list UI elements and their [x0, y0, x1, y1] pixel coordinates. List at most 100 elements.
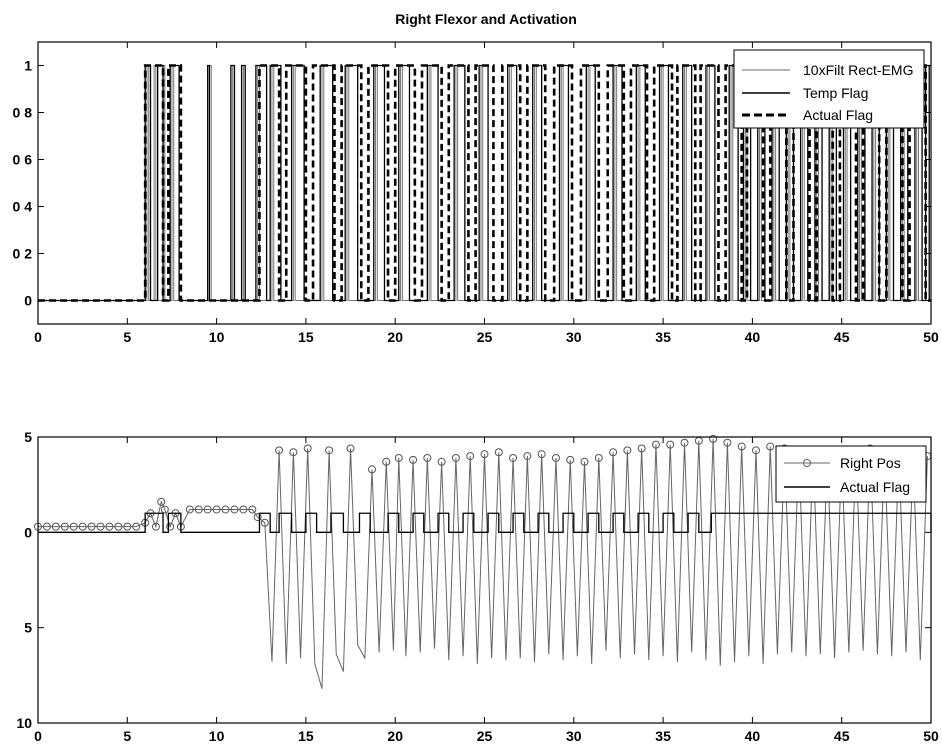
x-tick-label: 50 [923, 728, 939, 744]
series-marker-right-pos [230, 505, 239, 514]
series-marker-right-pos [382, 457, 391, 466]
subplot-top: Right Flexor and Activation 0 0 2 0 4 0 6 0 … [13, 11, 939, 345]
series-marker-right-pos [423, 453, 432, 462]
series-marker-right-pos [87, 522, 96, 531]
series-marker-right-pos [132, 522, 141, 531]
series-marker-right-pos [160, 505, 169, 514]
series-marker-right-pos [123, 522, 132, 531]
x-tick-label: 15 [298, 329, 314, 345]
series-marker-right-pos [325, 446, 334, 455]
series-marker-right-pos [509, 453, 518, 462]
x-tick-label: 25 [477, 728, 493, 744]
x-tick-label: 50 [923, 329, 939, 345]
y-tick-label: 1 [24, 58, 32, 74]
series-marker-right-pos [623, 446, 632, 455]
series-marker-right-pos [105, 522, 114, 531]
series-marker-right-pos [69, 522, 78, 531]
series-marker-right-pos [275, 446, 284, 455]
plot-area-bottom [34, 434, 932, 689]
series-marker-right-pos [566, 455, 575, 464]
legend-label-temp-flag: Temp Flag [803, 85, 868, 101]
series-marker-right-pos [680, 438, 689, 447]
series-marker-right-pos [212, 505, 221, 514]
series-marker-right-pos [723, 438, 732, 447]
y-axis-bottom: 5 0 5 10 [16, 429, 931, 731]
series-marker-right-pos [523, 452, 532, 461]
x-tick-label: 25 [477, 329, 493, 345]
x-axis-top: 0 5 10 15 20 25 30 35 40 45 50 [34, 42, 939, 345]
series-marker-right-pos [766, 442, 775, 451]
series-marker-right-pos [194, 505, 203, 514]
x-tick-label: 5 [123, 728, 131, 744]
x-axis-bottom: 0 5 10 15 20 25 30 35 40 45 50 [34, 437, 939, 744]
series-marker-right-pos [637, 444, 646, 453]
series-marker-right-pos [346, 444, 355, 453]
legend-label-actual-flag-bottom: Actual Flag [840, 479, 910, 495]
series-marker-right-pos [651, 440, 660, 449]
x-tick-label: 15 [298, 728, 314, 744]
legend-label-actual-flag: Actual Flag [803, 107, 873, 123]
y-tick-label: 0 8 [13, 105, 33, 121]
series-marker-right-pos [451, 453, 460, 462]
x-tick-label: 40 [745, 728, 761, 744]
x-tick-label: 20 [387, 728, 403, 744]
series-marker-right-pos [666, 440, 675, 449]
legend-box-top [733, 49, 925, 129]
x-tick-label: 20 [387, 329, 403, 345]
series-marker-right-pos [78, 522, 87, 531]
series-marker-right-pos [157, 497, 166, 506]
x-tick-label: 5 [123, 329, 131, 345]
x-tick-label: 30 [566, 329, 582, 345]
series-marker-right-pos [580, 457, 589, 466]
x-tick-label: 0 [34, 329, 42, 345]
series-marker-right-pos [42, 522, 51, 531]
series-marker-right-pos [114, 522, 123, 531]
y-tick-label: 0 [24, 293, 32, 309]
series-marker-right-pos [221, 505, 230, 514]
series-marker-right-pos [709, 434, 718, 443]
y-tick-label: 0 4 [13, 199, 33, 215]
series-marker-right-pos [466, 452, 475, 461]
y-tick-label: 0 6 [13, 152, 33, 168]
x-tick-label: 40 [745, 329, 761, 345]
series-marker-right-pos [494, 448, 503, 457]
series-marker-right-pos [751, 446, 760, 455]
y-tick-label: 10 [16, 715, 32, 731]
series-marker-right-pos [609, 448, 618, 457]
series-marker-right-pos [151, 522, 160, 531]
x-tick-label: 35 [655, 728, 671, 744]
x-tick-label: 10 [209, 728, 225, 744]
series-marker-right-pos [60, 522, 69, 531]
legend-label-right-pos: Right Pos [840, 455, 901, 471]
series-marker-right-pos [480, 450, 489, 459]
legend-top: 10xFilt Rect-EMG Temp Flag Actual Flag [733, 49, 925, 129]
series-marker-right-pos [203, 505, 212, 514]
x-tick-label: 30 [566, 728, 582, 744]
x-tick-label: 45 [834, 329, 850, 345]
series-marker-right-pos [409, 455, 418, 464]
legend-box-bottom [775, 445, 927, 503]
series-marker-right-pos [248, 505, 257, 514]
series-marker-right-pos [289, 448, 298, 457]
series-marker-right-pos [239, 505, 248, 514]
y-tick-label: 0 [24, 524, 32, 540]
series-marker-right-pos [51, 522, 60, 531]
x-tick-label: 35 [655, 329, 671, 345]
series-marker-right-pos [185, 505, 194, 514]
y-tick-label: 0 2 [13, 246, 33, 262]
series-marker-right-pos [394, 453, 403, 462]
x-tick-label: 45 [834, 728, 850, 744]
x-tick-label: 10 [209, 329, 225, 345]
y-tick-label: 5 [24, 429, 32, 445]
series-line-right-pos [38, 438, 928, 689]
chart-title: Right Flexor and Activation [395, 11, 577, 27]
legend-marker-right-pos [803, 459, 811, 467]
x-tick-label: 0 [34, 728, 42, 744]
legend-label-emg: 10xFilt Rect-EMG [803, 62, 913, 78]
series-marker-right-pos [96, 522, 105, 531]
series-line-actual-flag [38, 512, 932, 533]
series-marker-right-pos [537, 450, 546, 459]
y-tick-label: 5 [24, 620, 32, 636]
